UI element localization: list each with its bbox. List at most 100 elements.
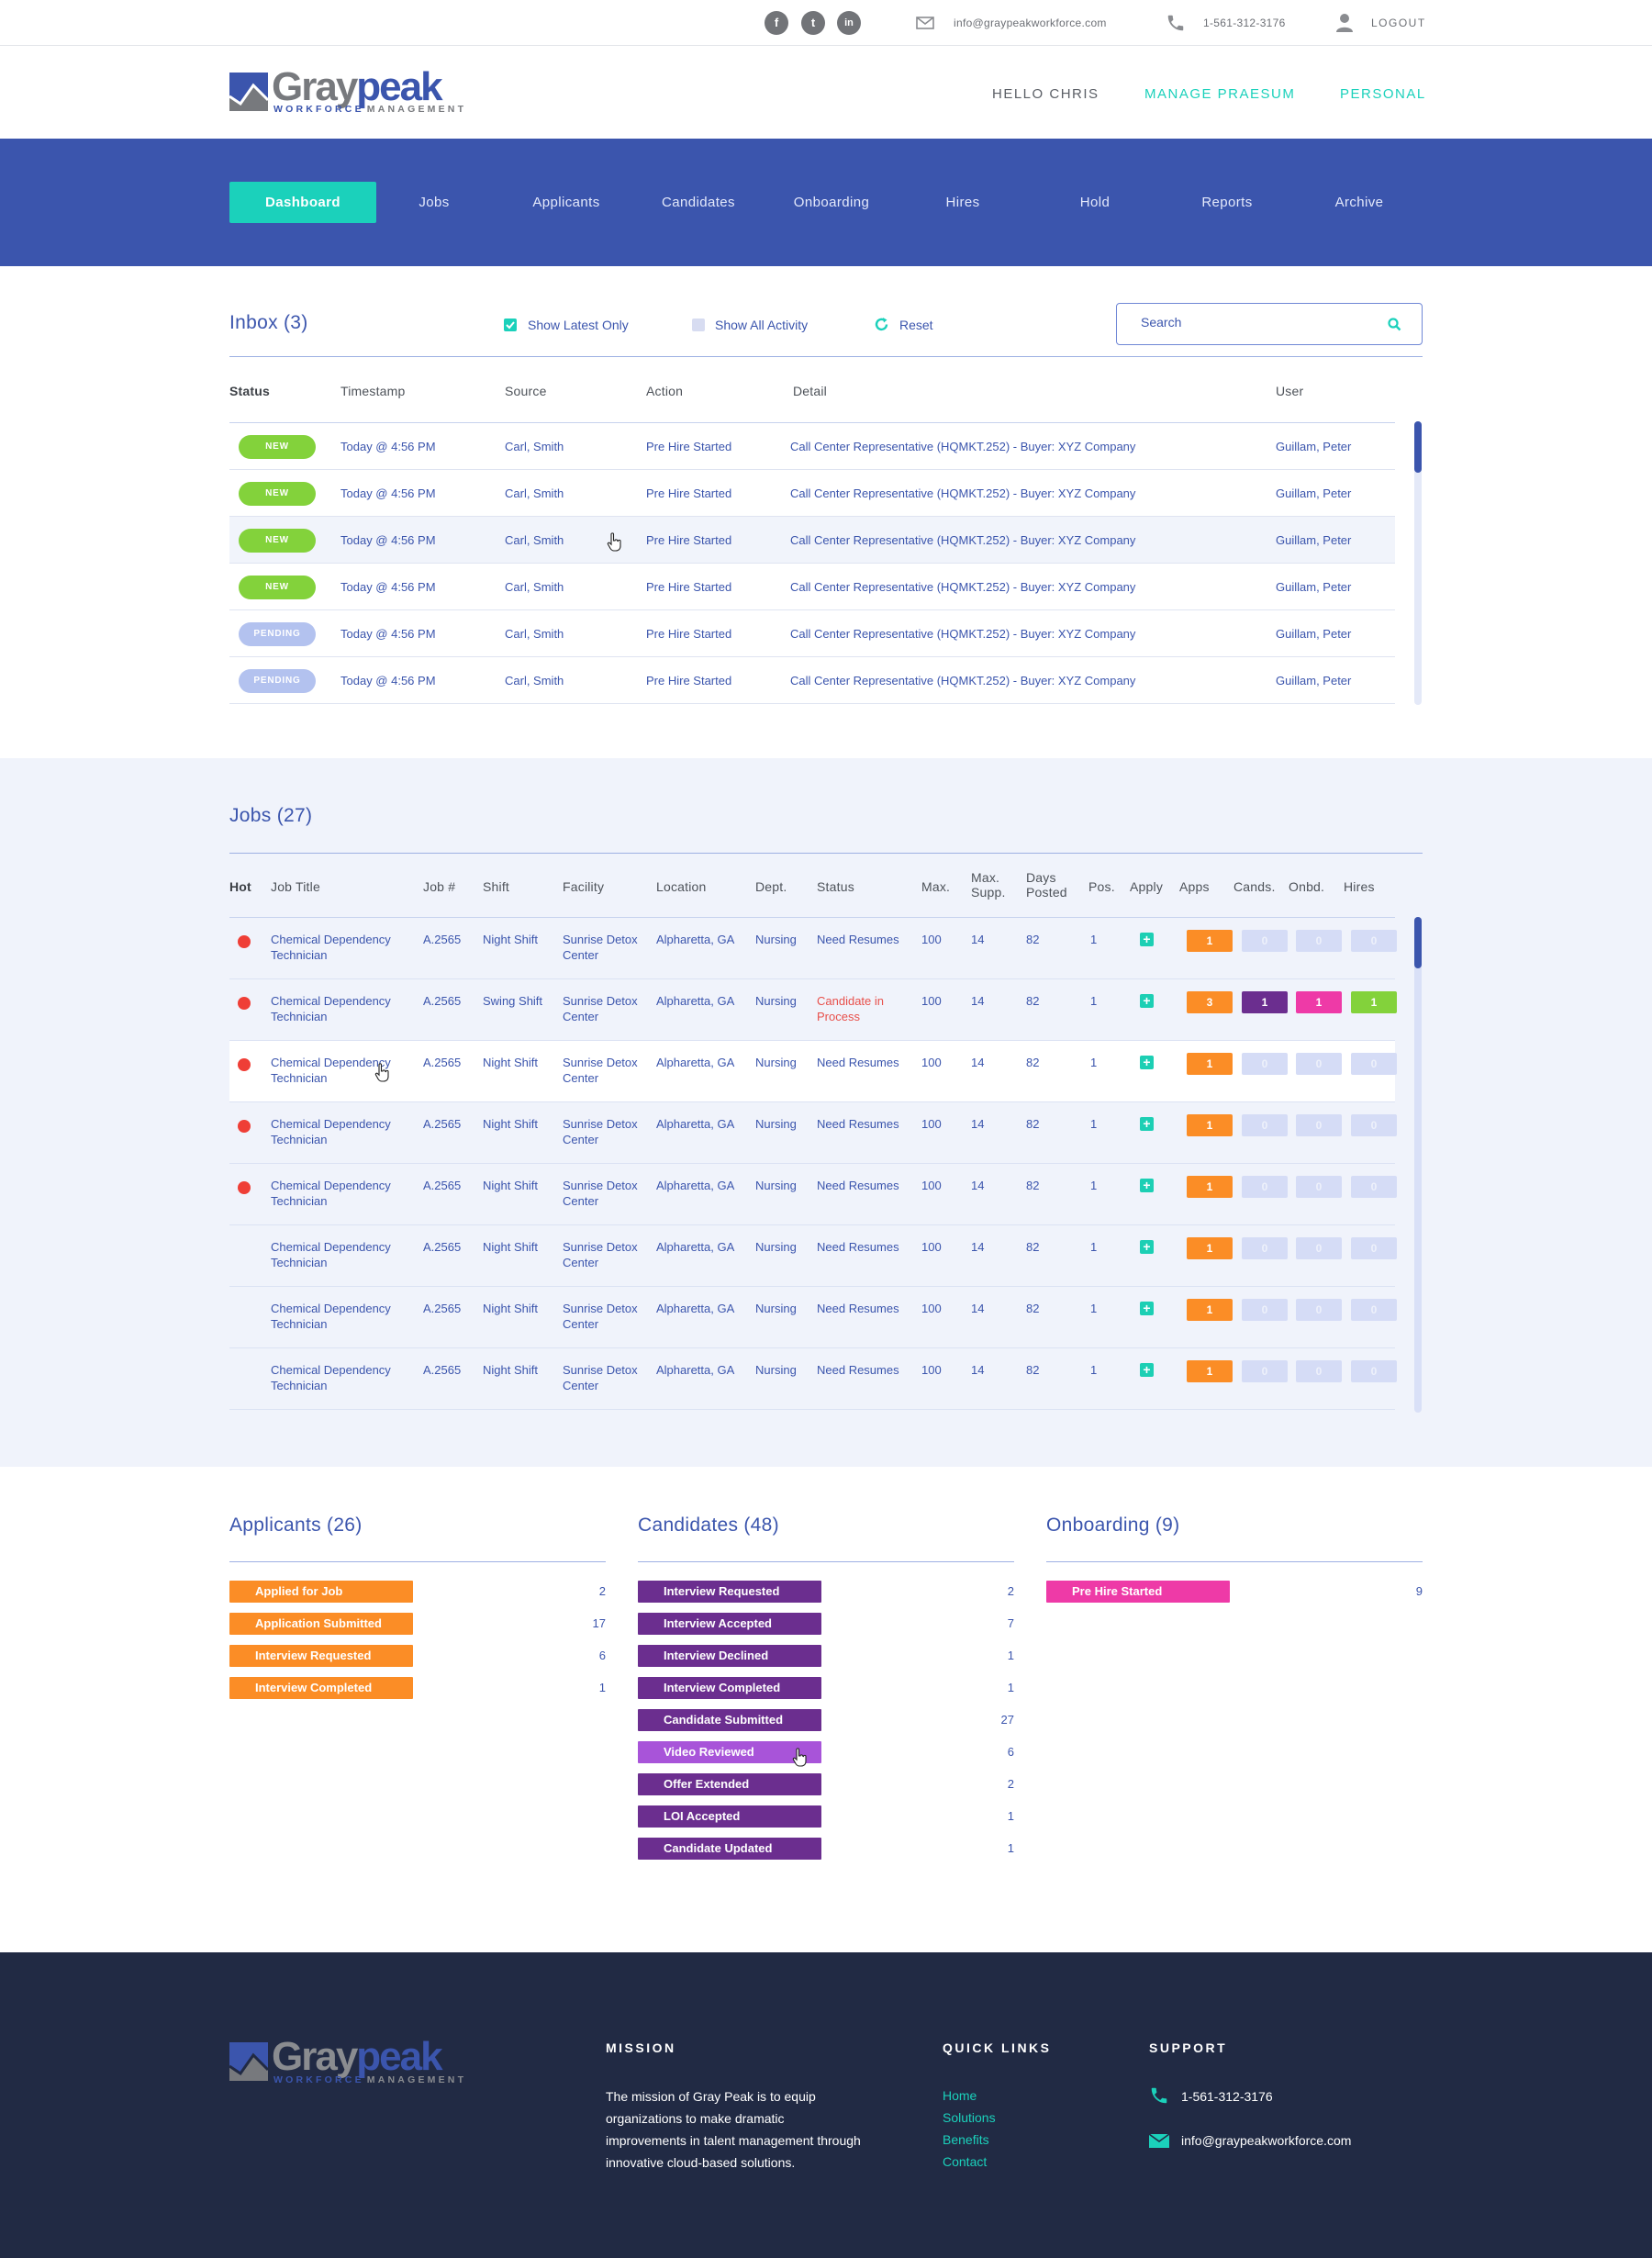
apps-count[interactable]: 1	[1187, 1114, 1233, 1136]
hires-count[interactable]: 0	[1351, 1360, 1397, 1382]
source-link[interactable]: Carl, Smith	[505, 486, 564, 500]
col-max-supp[interactable]: Max. Supp.	[971, 870, 1006, 900]
source-link[interactable]: Carl, Smith	[505, 440, 564, 453]
col-detail[interactable]: Detail	[793, 384, 827, 398]
footer-link-contact[interactable]: Contact	[943, 2154, 988, 2169]
applicants-item[interactable]: Interview Requested 6	[229, 1645, 606, 1667]
onbd-count[interactable]: 0	[1296, 1176, 1342, 1198]
inbox-row[interactable]: NEW Today @ 4:56 PM Carl, Smith Pre Hire…	[229, 423, 1395, 470]
detail-link[interactable]: Call Center Representative (HQMKT.252) -…	[790, 440, 1136, 453]
candidates-tag[interactable]: Interview Requested	[638, 1581, 821, 1603]
cands-count[interactable]: 0	[1242, 1237, 1288, 1259]
logo-text[interactable]: Graypeak	[272, 64, 443, 109]
applicants-item[interactable]: Interview Completed 1	[229, 1677, 606, 1699]
search-input[interactable]	[1141, 315, 1379, 330]
action-link[interactable]: Pre Hire Started	[646, 533, 732, 547]
applicants-item[interactable]: Applied for Job 2	[229, 1581, 606, 1603]
inbox-row[interactable]: PENDING Today @ 4:56 PM Carl, Smith Pre …	[229, 657, 1395, 704]
facebook-icon[interactable]: f	[765, 11, 788, 35]
nav-applicants[interactable]: Applicants	[532, 195, 600, 210]
job-title-link[interactable]: Chemical Dependency Technician	[271, 1301, 391, 1332]
action-link[interactable]: Pre Hire Started	[646, 580, 732, 594]
onbd-count[interactable]: 1	[1296, 991, 1342, 1013]
col-job-title[interactable]: Job Title	[271, 879, 320, 894]
col-action[interactable]: Action	[646, 384, 684, 398]
applicants-tag[interactable]: Application Submitted	[229, 1613, 413, 1635]
job-title-link[interactable]: Chemical Dependency Technician	[271, 1362, 391, 1393]
logout-link[interactable]: LOGOUT	[1371, 17, 1426, 29]
nav-jobs[interactable]: Jobs	[419, 195, 450, 210]
col-days-posted[interactable]: Days Posted	[1026, 870, 1067, 900]
nav-dashboard[interactable]: Dashboard	[229, 182, 376, 223]
manage-praesum-link[interactable]: MANAGE PRAESUM	[1144, 86, 1296, 102]
candidates-tag[interactable]: Video Reviewed	[638, 1741, 821, 1763]
candidates-tag[interactable]: Interview Accepted	[638, 1613, 821, 1635]
candidates-item[interactable]: Candidate Updated 1	[638, 1838, 1014, 1860]
hires-count[interactable]: 0	[1351, 1237, 1397, 1259]
job-title-link[interactable]: Chemical Dependency Technician	[271, 1055, 391, 1086]
detail-link[interactable]: Call Center Representative (HQMKT.252) -…	[790, 533, 1136, 547]
action-link[interactable]: Pre Hire Started	[646, 440, 732, 453]
hires-count[interactable]: 0	[1351, 1299, 1397, 1321]
footer-logo-icon[interactable]	[229, 2042, 268, 2081]
action-link[interactable]: Pre Hire Started	[646, 674, 732, 687]
col-facility[interactable]: Facility	[563, 879, 605, 894]
col-timestamp[interactable]: Timestamp	[340, 384, 406, 398]
nav-hires[interactable]: Hires	[945, 195, 980, 210]
nav-hold[interactable]: Hold	[1079, 195, 1111, 210]
col-location[interactable]: Location	[656, 879, 707, 894]
inbox-scroll-thumb[interactable]	[1414, 421, 1422, 473]
job-row[interactable]: Chemical Dependency Technician A.2565 Night…	[229, 918, 1397, 979]
applicants-tag[interactable]: Interview Requested	[229, 1645, 413, 1667]
detail-link[interactable]: Call Center Representative (HQMKT.252) -…	[790, 580, 1136, 594]
job-title-link[interactable]: Chemical Dependency Technician	[271, 932, 391, 963]
col-status[interactable]: Status	[817, 879, 854, 894]
onboarding-tag[interactable]: Pre Hire Started	[1046, 1581, 1230, 1603]
col-job-number[interactable]: Job #	[423, 879, 456, 894]
nav-archive[interactable]: Archive	[1334, 195, 1384, 210]
col-max[interactable]: Max.	[921, 879, 951, 894]
nav-candidates[interactable]: Candidates	[662, 195, 735, 210]
candidates-tag[interactable]: Interview Declined	[638, 1645, 821, 1667]
apply-plus-icon[interactable]: +	[1140, 1240, 1154, 1254]
candidates-item[interactable]: Candidate Submitted 27	[638, 1709, 1014, 1731]
job-row[interactable]: Chemical Dependency Technician A.2565 Night…	[229, 1348, 1397, 1410]
hires-count[interactable]: 0	[1351, 1176, 1397, 1198]
reset-button[interactable]: Reset	[899, 318, 933, 332]
source-link[interactable]: Carl, Smith	[505, 674, 564, 687]
candidates-item[interactable]: Interview Completed 1	[638, 1677, 1014, 1699]
cands-count[interactable]: 0	[1242, 930, 1288, 952]
footer-link-home[interactable]: Home	[943, 2088, 977, 2103]
col-apps[interactable]: Apps	[1179, 879, 1210, 894]
cands-count[interactable]: 0	[1242, 1360, 1288, 1382]
footer-link-solutions[interactable]: Solutions	[943, 2110, 996, 2125]
hires-count[interactable]: 0	[1351, 1053, 1397, 1075]
jobs-scrollbar[interactable]	[1414, 917, 1422, 1413]
job-row[interactable]: Chemical Dependency Technician A.2565 Night…	[229, 1102, 1397, 1164]
applicants-tag[interactable]: Interview Completed	[229, 1677, 413, 1699]
apply-plus-icon[interactable]: +	[1140, 1056, 1154, 1069]
footer-phone[interactable]: 1-561-312-3176	[1181, 2089, 1273, 2104]
source-link[interactable]: Carl, Smith	[505, 580, 564, 594]
apps-count[interactable]: 3	[1187, 991, 1233, 1013]
user-link[interactable]: Guillam, Peter	[1276, 440, 1352, 453]
candidates-item[interactable]: Offer Extended 2	[638, 1773, 1014, 1795]
apps-count[interactable]: 1	[1187, 1360, 1233, 1382]
inbox-row[interactable]: NEW Today @ 4:56 PM Carl, Smith Pre Hire…	[229, 470, 1395, 517]
col-user[interactable]: User	[1276, 384, 1304, 398]
hires-count[interactable]: 1	[1351, 991, 1397, 1013]
candidates-item[interactable]: Interview Accepted 7	[638, 1613, 1014, 1635]
cands-count[interactable]: 0	[1242, 1114, 1288, 1136]
reset-icon[interactable]	[874, 317, 889, 332]
job-row[interactable]: Chemical Dependency Technician A.2565 Night…	[229, 1225, 1397, 1287]
apply-plus-icon[interactable]: +	[1140, 933, 1154, 946]
inbox-row[interactable]: NEW Today @ 4:56 PM Carl, Smith Pre Hire…	[229, 517, 1395, 564]
cands-count[interactable]: 0	[1242, 1053, 1288, 1075]
candidates-tag[interactable]: Candidate Updated	[638, 1838, 821, 1860]
hires-count[interactable]: 0	[1351, 930, 1397, 952]
onbd-count[interactable]: 0	[1296, 1053, 1342, 1075]
onbd-count[interactable]: 0	[1296, 930, 1342, 952]
personal-link[interactable]: PERSONAL	[1340, 86, 1426, 102]
col-hot[interactable]: Hot	[229, 879, 251, 894]
apply-plus-icon[interactable]: +	[1140, 1302, 1154, 1315]
